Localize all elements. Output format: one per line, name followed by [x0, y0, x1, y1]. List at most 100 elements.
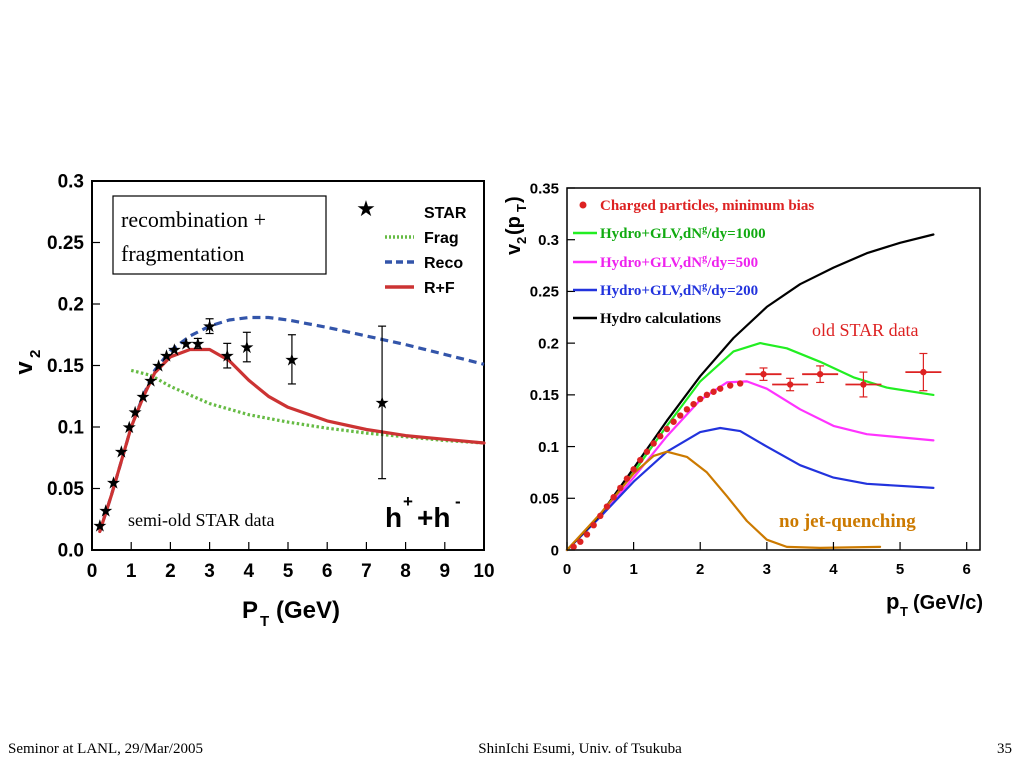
right-data-point	[697, 395, 704, 403]
left-ytick-label-5: 0.25	[47, 233, 84, 254]
left-series-line-0	[130, 368, 485, 445]
left-data-point: ★	[127, 403, 142, 422]
right-ylabel-argsub: T	[514, 204, 529, 212]
left-data-point: ★	[122, 418, 137, 437]
left-y-axis-label: v 2	[11, 350, 44, 375]
legend-label-glv500: Hydro+GLV,dNg/dy=500	[600, 253, 758, 271]
left-ylabel-main: v	[11, 361, 38, 375]
right-xtick-label-3: 3	[763, 561, 771, 578]
left-data-point: ★	[135, 387, 150, 406]
left-ytick-label-6: 0.3	[58, 172, 84, 193]
right-plot-frame	[566, 187, 981, 551]
left-xlabel-sub: T	[260, 613, 269, 630]
right-data-point	[683, 406, 691, 413]
annotation-line-1: recombination +	[121, 207, 266, 232]
right-data-point	[670, 418, 677, 425]
right-data-point	[643, 448, 651, 455]
right-data-point	[710, 388, 717, 395]
right-ytick-label-3: 0.15	[530, 387, 559, 404]
right-note-star: old STAR data	[812, 320, 919, 340]
right-xtick-label-6: 6	[963, 561, 971, 578]
left-data-point: ★	[167, 341, 182, 360]
left-xtick-label-10: 10	[473, 561, 494, 582]
right-xtick-label-4: 4	[829, 561, 838, 578]
right-ylabel-close: )	[503, 196, 525, 203]
left-series-line-2	[98, 347, 486, 534]
left-xlabel-unit: (GeV)	[276, 597, 340, 624]
right-data-point	[690, 400, 697, 408]
left-data-point: ★	[239, 338, 254, 357]
annotation-line-2: fragmentation	[121, 241, 244, 266]
right-data-point	[577, 538, 584, 545]
footer-author: ShinIchi Esumi, Univ. of Tsukuba	[478, 741, 682, 757]
left-data-point: ★	[114, 443, 129, 462]
right-series-line-2	[565, 426, 935, 552]
left-xtick-label-5: 5	[283, 561, 294, 582]
right-xtick-label-1: 1	[629, 561, 637, 578]
left-data-point: ★	[92, 516, 107, 535]
right-xtick-label-5: 5	[896, 561, 904, 578]
left-data-point: ★	[178, 334, 193, 353]
legend-star-marker: ★	[356, 196, 376, 221]
right-ytick-label-1: 0.05	[530, 491, 559, 508]
left-xtick-label-3: 3	[204, 561, 215, 582]
right-ylabel-main: v	[503, 243, 525, 255]
left-data-point: ★	[143, 371, 158, 390]
left-xlabel-main: P	[242, 597, 258, 624]
right-data-point	[727, 382, 734, 389]
left-xtick-label-9: 9	[440, 561, 451, 582]
right-series-line-4	[565, 450, 882, 552]
right-data-point	[650, 440, 657, 447]
right-xtick-label-0: 0	[563, 561, 571, 578]
left-xtick-label-0: 0	[87, 561, 98, 582]
left-data-point: ★	[159, 347, 174, 366]
legend-label-reco: Reco	[424, 255, 463, 272]
left-data-point: ★	[202, 317, 217, 336]
legend-label-frag: Frag	[424, 230, 459, 247]
left-xtick-label-6: 6	[322, 561, 333, 582]
right-ytick-label-5: 0.25	[530, 284, 559, 301]
right-xlabel-main: p	[886, 589, 899, 614]
species-minus-sup: -	[455, 492, 461, 511]
left-legend: ★ STAR Frag Reco R+F	[356, 196, 467, 297]
left-xtick-label-7: 7	[361, 561, 372, 582]
left-data-point: ★	[98, 502, 113, 521]
left-ytick-label-2: 0.1	[58, 418, 85, 439]
right-data-point	[597, 512, 604, 520]
right-data-point	[630, 466, 637, 473]
left-data-point: ★	[220, 347, 235, 366]
left-xtick-label-2: 2	[165, 561, 176, 582]
left-data-point: ★	[374, 393, 389, 412]
right-xlabel-unit: (GeV/c)	[913, 592, 983, 614]
right-data-point	[816, 370, 824, 378]
right-ylabel-sub: 2	[514, 237, 529, 244]
left-data-point: ★	[151, 357, 166, 376]
left-ticks-group: 0 1 2 3 4 5 6 7 8 9 10 0.0 0.05 0.1 0.15 0.2 0.25 0.3	[47, 172, 495, 582]
left-xtick-label-1: 1	[126, 561, 137, 582]
left-xtick-label-8: 8	[400, 561, 411, 582]
right-series-line-1	[565, 380, 935, 552]
footer-page-number: 35	[997, 741, 1012, 757]
right-ytick-label-4: 0.2	[538, 335, 559, 352]
right-data-point	[590, 521, 597, 529]
right-chart: 0 1 2 3 4 5 6 0 0.05 0.1 0.15 0.2 0.25 0.3 0.35 v 2 (p…	[503, 180, 983, 619]
right-data-point	[677, 412, 684, 419]
right-data-point	[603, 503, 611, 510]
right-data-point	[610, 494, 617, 501]
species-label: h + +h -	[385, 492, 461, 533]
legend-label-charged: Charged particles, minimum bias	[600, 198, 814, 214]
legend-label-star: STAR	[424, 205, 467, 222]
left-series-group: ★★★★★★★★★★★★★★★ ★★★	[92, 315, 486, 535]
right-series-group	[565, 233, 942, 552]
right-data-point	[860, 381, 867, 388]
left-data-point: ★	[284, 350, 299, 369]
left-chart: ★★★★★★★★★★★★★★★ ★★★ 0 1 2 3 4 5 6 7 8 9 100.00.050.…	[11, 172, 495, 630]
left-note: semi-old STAR data	[128, 510, 275, 530]
left-ytick-label-1: 0.05	[47, 479, 84, 500]
left-ytick-label-0: 0.0	[58, 541, 84, 562]
right-ticks-group: 0 1 2 3 4 5 6 0 0.05 0.1 0.15 0.2 0.25 0.3 0.35	[530, 180, 971, 578]
right-series-line-3	[565, 233, 935, 552]
left-ytick-label-4: 0.2	[58, 295, 84, 316]
right-data-point	[760, 370, 767, 378]
